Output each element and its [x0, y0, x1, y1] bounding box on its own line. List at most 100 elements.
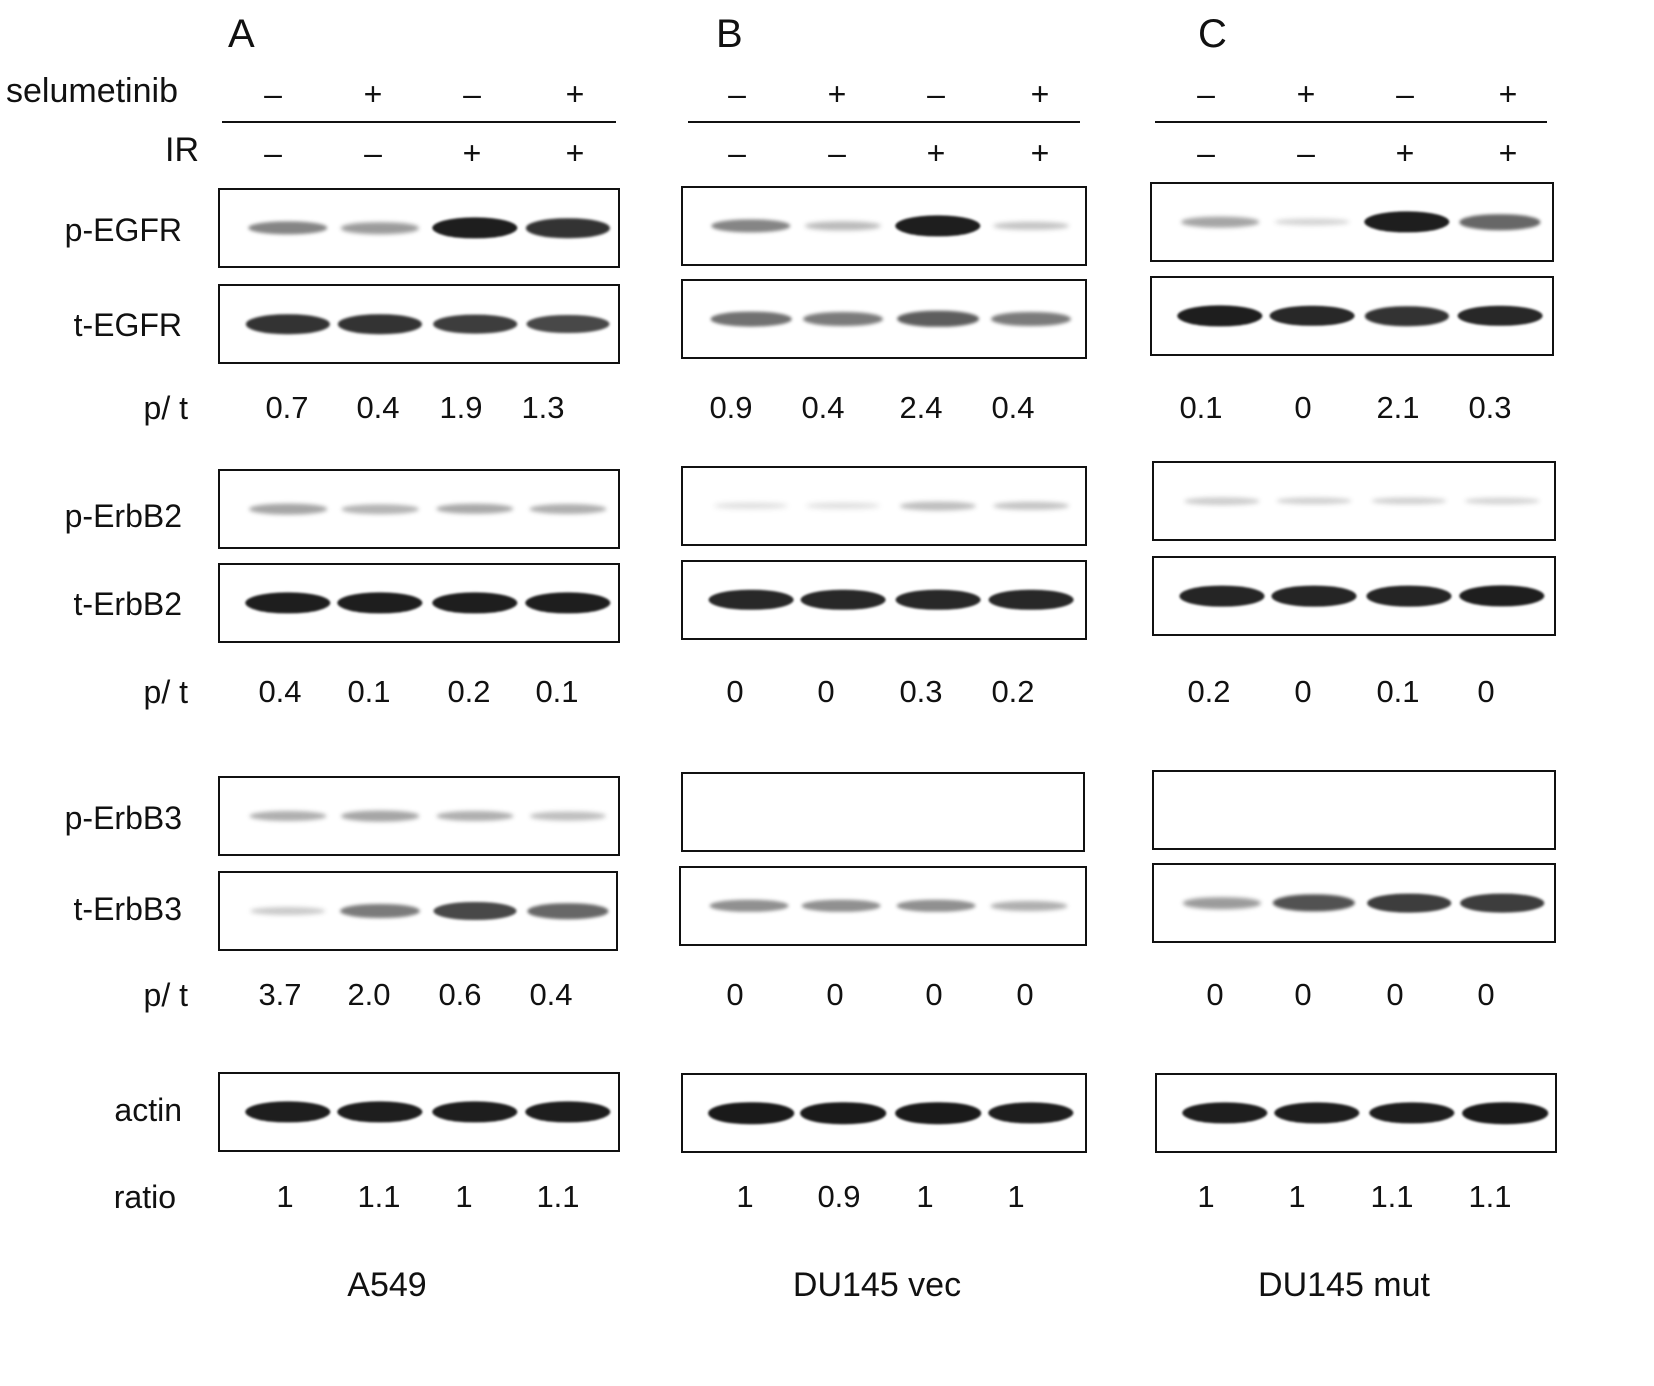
- selumetinib-sign: –: [463, 76, 481, 112]
- blot-band: [1457, 305, 1543, 327]
- blot-band: [529, 504, 607, 514]
- ratio-value: 1.1: [536, 1179, 580, 1214]
- row-label-ratio-erbb2: p/ t: [143, 674, 188, 710]
- blot-band: [250, 907, 326, 915]
- blot-band: [249, 503, 327, 515]
- blot-band: [708, 589, 794, 611]
- ir-sign: +: [926, 135, 946, 171]
- ratio-value: 1.3: [521, 390, 565, 425]
- ratio-value: 0: [826, 977, 844, 1012]
- ratio-value: 0.1: [1376, 674, 1420, 709]
- ratio-value: 1: [1288, 1179, 1306, 1214]
- blot-band: [1179, 585, 1265, 607]
- blot-band: [432, 217, 518, 239]
- blot-band: [432, 1101, 518, 1123]
- blot-band: [803, 312, 883, 326]
- blot-band: [708, 1102, 794, 1124]
- selumetinib-sign: +: [1498, 76, 1518, 112]
- blot-band: [990, 901, 1068, 911]
- blot-band: [988, 589, 1074, 611]
- blot-band: [1182, 1102, 1268, 1124]
- ratio-value: 0.4: [356, 390, 400, 425]
- ir-sign: –: [828, 135, 846, 171]
- blot-p-erbb3-b: [681, 772, 1085, 852]
- blot-band: [1177, 305, 1263, 327]
- blot-band: [1271, 585, 1357, 607]
- ratio-value: 0.9: [709, 390, 753, 425]
- row-label-t-erbb3: t-ErbB3: [73, 891, 182, 927]
- blot-band: [1459, 585, 1545, 607]
- blot-band: [1276, 497, 1352, 505]
- ratio-value: 0: [1477, 977, 1495, 1012]
- blot-band: [1272, 894, 1356, 912]
- selumetinib-sign: +: [1296, 76, 1316, 112]
- blot-band: [1464, 497, 1540, 505]
- ir-sign: +: [462, 135, 482, 171]
- ir-sign: –: [264, 135, 282, 171]
- ratio-value: 0: [1294, 674, 1312, 709]
- blot-band: [1369, 1102, 1455, 1124]
- ir-sign: –: [1197, 135, 1215, 171]
- ir-sign: +: [1030, 135, 1050, 171]
- blot-band: [800, 589, 886, 611]
- blot-p-egfr-c: [1150, 182, 1554, 262]
- blot-p-erbb2-b: [681, 466, 1087, 546]
- blot-band: [1462, 1102, 1548, 1124]
- ratio-value: 0.4: [801, 390, 845, 425]
- blot-band: [432, 592, 518, 614]
- selumetinib-sign: –: [927, 76, 945, 112]
- ratio-value: 0: [1294, 390, 1312, 425]
- ratio-value: 0.7: [265, 390, 309, 425]
- blot-band: [1366, 585, 1452, 607]
- treatment-divider-a: [222, 121, 616, 123]
- blot-band: [1184, 497, 1260, 505]
- ratio-value: 0.2: [1187, 674, 1231, 709]
- blot-t-erbb3-a: [218, 871, 618, 951]
- blot-band: [1269, 305, 1355, 327]
- blot-p-erbb3-a: [218, 776, 620, 856]
- blot-t-erbb2-b: [681, 560, 1087, 640]
- blot-p-erbb3-c: [1152, 770, 1556, 850]
- ratio-value: 1: [455, 1179, 473, 1214]
- ratio-value: 0.1: [535, 674, 579, 709]
- ratio-value: 0.2: [991, 674, 1035, 709]
- ir-sign: –: [364, 135, 382, 171]
- blot-band: [709, 899, 789, 913]
- blot-band: [1364, 211, 1450, 233]
- ratio-value: 0: [726, 977, 744, 1012]
- row-label-t-erbb2: t-ErbB2: [73, 586, 182, 622]
- ratio-value: 1.9: [439, 390, 483, 425]
- blot-t-erbb3-b: [679, 866, 1087, 946]
- blot-t-erbb2-c: [1152, 556, 1556, 636]
- blot-band: [341, 810, 419, 822]
- treatment-divider-b: [688, 121, 1080, 123]
- selumetinib-sign: +: [363, 76, 383, 112]
- blot-band: [895, 1102, 981, 1124]
- row-label-ratio-erbb3: p/ t: [143, 977, 188, 1013]
- blot-band: [1459, 214, 1541, 230]
- ratio-value: 2.4: [899, 390, 943, 425]
- selumetinib-sign: +: [827, 76, 847, 112]
- ratio-value: 0: [925, 977, 943, 1012]
- ir-label: IR: [165, 131, 199, 169]
- ratio-value: 1: [1007, 1179, 1025, 1214]
- ratio-value: 2.1: [1376, 390, 1420, 425]
- blot-band: [337, 592, 423, 614]
- ratio-value: 1.1: [1370, 1179, 1414, 1214]
- ratio-value: 0.3: [1468, 390, 1512, 425]
- row-label-actin: actin: [114, 1092, 182, 1128]
- cell-line-label-b: DU145 vec: [792, 1266, 962, 1304]
- blot-band: [245, 592, 331, 614]
- ratio-value: 1.1: [1468, 1179, 1512, 1214]
- panel-letter-c: C: [1198, 12, 1227, 56]
- blot-band: [805, 502, 881, 510]
- blot-band: [526, 315, 610, 333]
- blot-p-egfr-a: [218, 188, 620, 268]
- blot-band: [1371, 497, 1447, 505]
- ratio-value: 0.1: [347, 674, 391, 709]
- blot-band: [337, 314, 423, 334]
- ratio-value: 0.1: [1179, 390, 1223, 425]
- blot-actin-c: [1155, 1073, 1557, 1153]
- ratio-value: 3.7: [258, 977, 302, 1012]
- selumetinib-sign: –: [728, 76, 746, 112]
